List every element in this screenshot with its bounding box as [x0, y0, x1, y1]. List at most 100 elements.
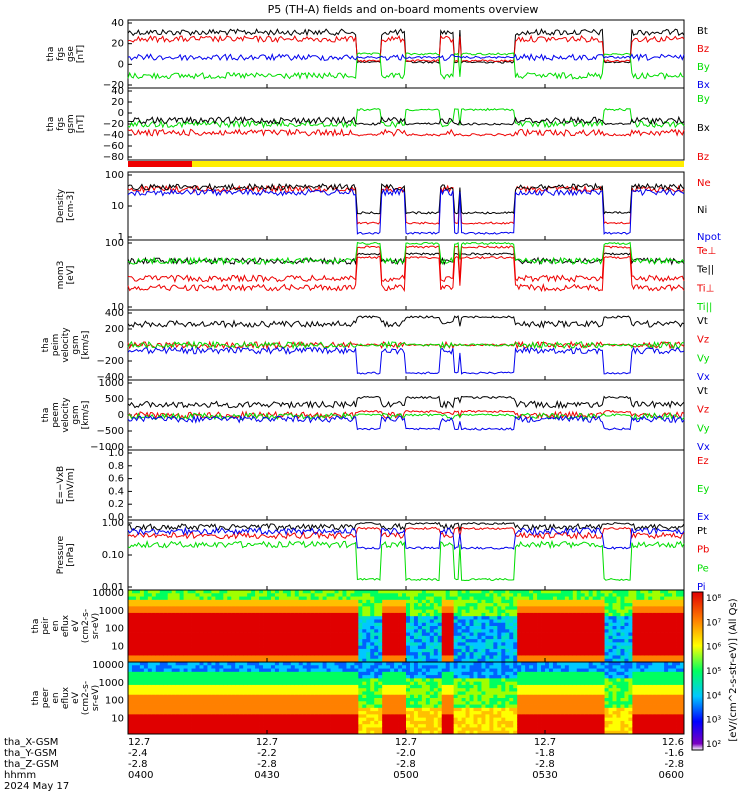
ytick-label: 200	[105, 324, 124, 335]
spectrogram-cell	[398, 694, 403, 699]
spectrogram-cell	[235, 642, 240, 647]
spectrogram-cell	[322, 714, 327, 719]
spectrogram-cell	[131, 662, 137, 666]
spectrogram-cell	[378, 684, 383, 689]
spectrogram-cell	[386, 609, 391, 614]
spectrogram-cell	[390, 668, 395, 673]
spectrogram-cell	[338, 655, 343, 660]
spectrogram-cell	[402, 691, 407, 696]
spectrogram-cell	[485, 596, 490, 601]
spectrogram-cell	[294, 698, 300, 702]
ytick-label: 0.4	[108, 486, 124, 497]
spectrogram-cell	[366, 593, 371, 597]
spectrogram-cell	[652, 622, 657, 627]
spectrogram-cell	[350, 707, 355, 712]
spectrogram-cell	[354, 727, 359, 732]
spectrogram-cell	[580, 658, 586, 663]
spectrogram-cell	[485, 645, 490, 650]
spectrogram-cell	[402, 681, 407, 686]
spectrogram-cell	[239, 727, 244, 732]
spectrogram-cell	[191, 658, 196, 663]
spectrogram-cell	[215, 652, 220, 656]
spectrogram-cell	[215, 593, 220, 597]
spectrogram-cell	[584, 655, 590, 660]
spectrogram-cell	[259, 665, 264, 669]
spectrogram-cell	[235, 730, 240, 735]
spectrogram-cell	[163, 694, 169, 699]
spectrogram-cell	[350, 629, 355, 633]
spectrogram-cell	[541, 590, 546, 594]
spectrogram-cell	[366, 632, 371, 637]
spectrogram-cell	[203, 684, 208, 689]
spectrogram-cell	[560, 616, 566, 620]
spectrogram-cell	[326, 639, 331, 643]
spectrogram-cell	[513, 622, 518, 627]
spectrogram-cell	[402, 665, 407, 669]
spectrogram-cell	[521, 622, 526, 627]
spectrogram-cell	[493, 616, 498, 620]
spectrogram-cell	[294, 717, 300, 722]
spectrogram-cell	[445, 655, 451, 660]
spectrogram-cell	[263, 701, 268, 705]
spectrogram-cell	[461, 596, 466, 601]
spectrogram-cell	[330, 599, 335, 604]
spectrogram-cell	[135, 684, 141, 689]
spectrogram-cell	[219, 707, 224, 712]
spectrogram-cell	[223, 678, 228, 683]
spectrogram-cell	[334, 593, 339, 597]
spectrogram-cell	[624, 616, 629, 620]
spectrogram-cell	[147, 590, 153, 594]
legend-entry: Vz	[697, 405, 709, 416]
spectrogram-cell	[243, 730, 248, 735]
spectrogram-cell	[592, 635, 598, 640]
spectrogram-cell	[298, 681, 304, 686]
spectrogram-cell	[267, 678, 272, 683]
spectrogram-cell	[680, 658, 685, 663]
spectrogram-cell	[219, 612, 224, 617]
spectrogram-cell	[330, 616, 335, 620]
spectrogram-cell	[199, 704, 204, 709]
spectrogram-cell	[175, 711, 181, 715]
spectrogram-cell	[346, 609, 351, 614]
spectrogram-cell	[139, 642, 145, 647]
spectrogram-cell	[604, 619, 609, 624]
spectrogram-cell	[537, 609, 542, 614]
spectrogram-cell	[493, 606, 498, 611]
spectrogram-cell	[481, 590, 486, 594]
spectrogram-cell	[282, 645, 288, 650]
spectrogram-cell	[366, 694, 371, 699]
spectrogram-cell	[259, 645, 264, 650]
spectrogram-cell	[346, 619, 351, 624]
spectrogram-cell	[278, 678, 284, 683]
spectrogram-cell	[382, 590, 387, 594]
spectrogram-cell	[513, 606, 518, 611]
spectrogram-cell	[656, 619, 661, 624]
spectrogram-cell	[155, 599, 161, 604]
spectrogram-cell	[545, 596, 550, 601]
spectrogram-cell	[211, 675, 216, 679]
spectrogram-cell	[338, 596, 343, 601]
spectrogram-cell	[425, 612, 431, 617]
spectrogram-cell	[211, 639, 216, 643]
spectrogram-cell	[298, 632, 304, 637]
spectrogram-cell	[302, 609, 308, 614]
spectrogram-cell	[413, 639, 419, 643]
spectrogram-cell	[402, 590, 407, 594]
spectrogram-cell	[374, 711, 379, 715]
spectrogram-cell	[235, 655, 240, 660]
spectrogram-cell	[386, 714, 391, 719]
spectrogram-cell	[191, 648, 196, 653]
spectrogram-cell	[358, 668, 363, 673]
spectrogram-cell	[342, 632, 347, 637]
spectrogram-cell	[429, 691, 435, 696]
spectrogram-cell	[167, 658, 173, 663]
spectrogram-cell	[243, 671, 248, 676]
spectrogram-cell	[556, 599, 562, 604]
spectrogram-cell	[398, 724, 403, 728]
spectrogram-cell	[529, 648, 534, 653]
spectrogram-cell	[406, 603, 411, 607]
spectrogram-cell	[159, 671, 165, 676]
spectrogram-cell	[274, 727, 280, 732]
spectrogram-cell	[290, 622, 296, 627]
spectrogram-cell	[537, 645, 542, 650]
